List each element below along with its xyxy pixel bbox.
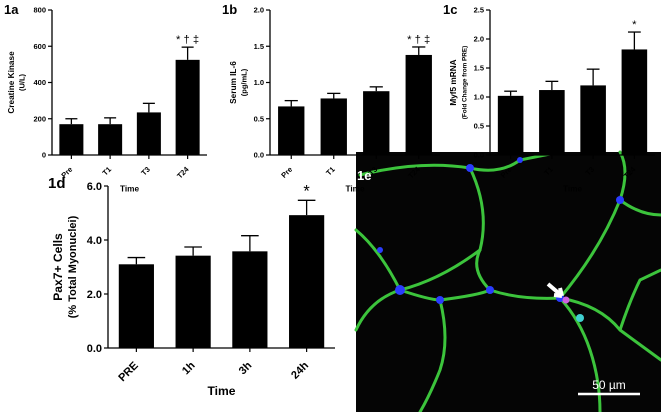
x-tick-label: T3 bbox=[139, 165, 152, 178]
y-tick-label: 1.5 bbox=[254, 42, 264, 51]
panel-label: 1a bbox=[4, 2, 19, 17]
x-tick-label: 3h bbox=[237, 359, 255, 377]
bar bbox=[98, 124, 123, 155]
bar bbox=[320, 98, 347, 155]
y-tick-label: 0.0 bbox=[87, 343, 102, 355]
bar bbox=[580, 85, 606, 155]
x-tick-label: PRE bbox=[116, 360, 140, 384]
y-tick-label: 2.0 bbox=[474, 35, 484, 44]
y-tick-label: 4.0 bbox=[87, 235, 102, 247]
panel-label: 1d bbox=[48, 175, 66, 192]
y-tick-label: 0.0 bbox=[474, 151, 484, 160]
bar bbox=[497, 95, 524, 155]
y-axis-label: (% Total Myonuclei) bbox=[67, 215, 79, 318]
bar bbox=[405, 54, 432, 156]
bar bbox=[136, 112, 161, 155]
y-axis-label: Myf5 mRNA bbox=[449, 59, 458, 105]
x-tick-label: T24 bbox=[175, 164, 191, 180]
x-tick-label: T1 bbox=[324, 165, 337, 178]
y-tick-label: 2.0 bbox=[87, 289, 102, 301]
y-axis-label: (U/L) bbox=[18, 73, 27, 91]
bar bbox=[289, 215, 325, 348]
bar bbox=[175, 255, 211, 348]
bar bbox=[621, 49, 648, 155]
y-tick-label: 2.0 bbox=[254, 6, 264, 15]
panel-label: 1c bbox=[443, 2, 457, 17]
significance: * † ‡ bbox=[407, 34, 430, 46]
y-axis-label: (pg/mL) bbox=[240, 68, 249, 96]
scale-bar-label: 50 µm bbox=[592, 378, 626, 392]
bar bbox=[232, 251, 268, 348]
bar bbox=[118, 264, 154, 348]
y-tick-label: 0.0 bbox=[254, 151, 264, 160]
y-axis-label: Pax7+ Cells bbox=[51, 233, 65, 301]
y-axis-label: Serum IL-6 bbox=[229, 61, 238, 104]
x-axis-label: Time bbox=[563, 185, 583, 194]
y-axis-label: (Fold Change from PRE) bbox=[462, 46, 469, 119]
bar bbox=[278, 106, 305, 155]
y-tick-label: 0.5 bbox=[474, 122, 484, 131]
y-tick-label: 1.0 bbox=[474, 93, 484, 102]
x-tick-label: Pre bbox=[279, 165, 294, 180]
x-axis-label: Time bbox=[207, 384, 235, 398]
significance: * bbox=[303, 182, 310, 200]
significance: * † ‡ bbox=[176, 34, 199, 46]
y-tick-label: 400 bbox=[33, 78, 46, 87]
y-tick-label: 1.5 bbox=[474, 64, 484, 73]
y-tick-label: 1.0 bbox=[254, 78, 264, 87]
x-axis-label: Time bbox=[120, 185, 140, 194]
micrograph: 50 µm 1e bbox=[354, 150, 661, 414]
bar bbox=[539, 90, 565, 155]
panel-label: 1b bbox=[222, 2, 237, 17]
y-axis-label: Creatine Kinase bbox=[7, 51, 16, 114]
y-tick-label: 800 bbox=[33, 6, 46, 15]
bar bbox=[59, 124, 84, 155]
panel-label: 1e bbox=[357, 168, 371, 183]
y-tick-label: 600 bbox=[33, 42, 46, 51]
x-tick-label: 1h bbox=[180, 359, 198, 377]
bar bbox=[175, 59, 200, 155]
significance: * bbox=[632, 19, 637, 31]
x-axis-label: Time bbox=[345, 185, 365, 194]
y-tick-label: 0.5 bbox=[254, 114, 264, 123]
y-tick-label: 6.0 bbox=[87, 181, 102, 193]
bar bbox=[363, 91, 390, 155]
x-tick-label: T1 bbox=[101, 165, 114, 178]
y-tick-label: 0 bbox=[42, 151, 46, 160]
y-tick-label: 200 bbox=[33, 114, 46, 123]
y-tick-label: 2.5 bbox=[474, 6, 484, 15]
x-tick-label: 24h bbox=[289, 359, 311, 381]
